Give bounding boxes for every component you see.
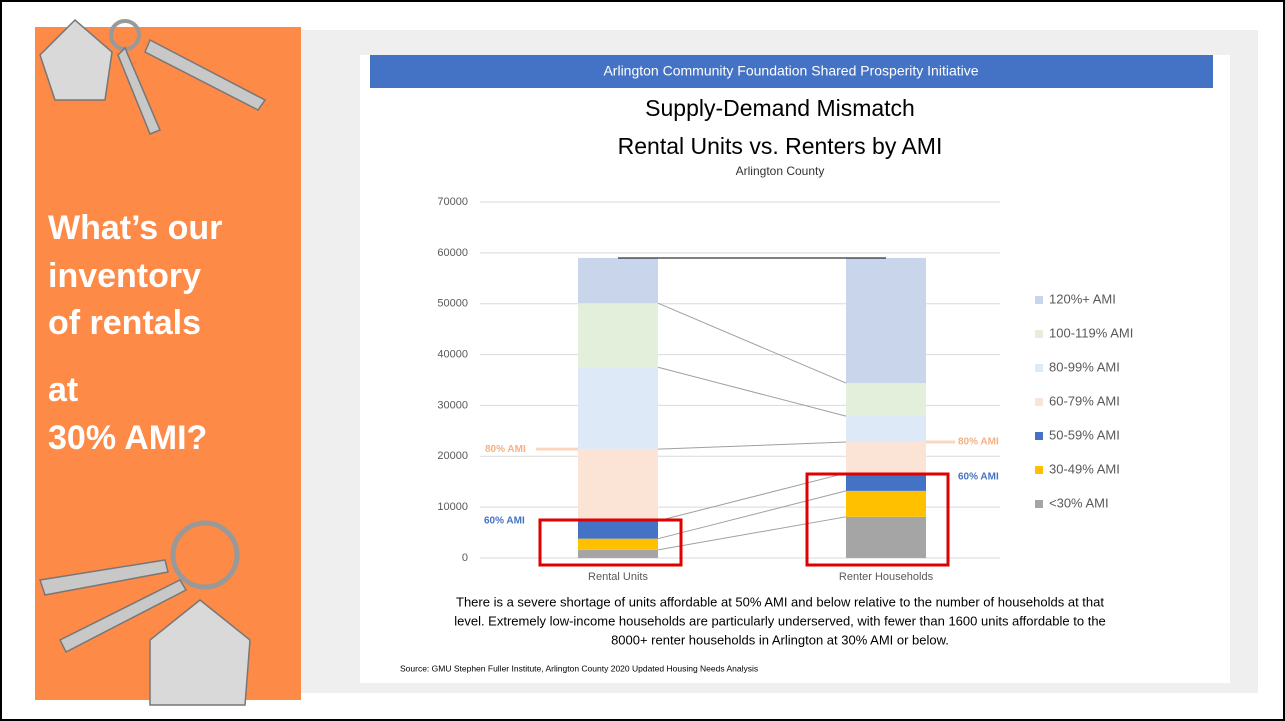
bar-segment bbox=[846, 473, 926, 491]
legend-label: 30-49% AMI bbox=[1049, 461, 1120, 476]
heading-line: 30% AMI? bbox=[48, 419, 207, 457]
legend-label: 100-119% AMI bbox=[1049, 325, 1133, 340]
connector-line bbox=[657, 490, 847, 540]
x-tick-label: Rental Units bbox=[588, 571, 648, 583]
bar-segment bbox=[578, 367, 658, 450]
y-tick-label: 20000 bbox=[437, 450, 468, 462]
legend-swatch bbox=[1035, 500, 1043, 508]
chart-title: Supply-Demand Mismatch bbox=[645, 95, 915, 121]
legend-swatch bbox=[1035, 330, 1043, 338]
bar-segment bbox=[846, 416, 926, 443]
heading-line: at bbox=[48, 371, 78, 409]
annotation: 80% AMI bbox=[485, 444, 526, 455]
bar-segment bbox=[846, 383, 926, 417]
heading-line: What’s our bbox=[48, 209, 222, 247]
heading: What’s our inventory of rentals at 30% AMI? bbox=[48, 209, 222, 457]
legend-swatch bbox=[1035, 466, 1043, 474]
chart-subtitle: Arlington County bbox=[736, 164, 825, 178]
bar-segment bbox=[578, 520, 658, 539]
annotation: 60% AMI bbox=[958, 472, 999, 483]
annotation: 80% AMI bbox=[958, 437, 999, 448]
legend-swatch bbox=[1035, 364, 1043, 372]
connector-line bbox=[657, 302, 847, 384]
chart-slide bbox=[360, 55, 1230, 683]
bar-segment bbox=[578, 538, 658, 550]
highlight-box bbox=[538, 518, 683, 567]
bar-segment bbox=[846, 442, 926, 474]
heading-line: of rentals bbox=[48, 304, 201, 342]
description: There is a severe shortage of units affo… bbox=[456, 594, 1104, 609]
y-tick-label: 30000 bbox=[437, 399, 468, 411]
legend-label: <30% AMI bbox=[1049, 495, 1109, 510]
connector-line bbox=[657, 366, 847, 417]
bar-segment bbox=[578, 449, 658, 521]
bar-segment bbox=[578, 303, 658, 368]
header-bar bbox=[370, 55, 1213, 88]
connector-line bbox=[657, 472, 847, 522]
connector-line bbox=[657, 441, 847, 450]
y-tick-label: 60000 bbox=[437, 247, 468, 259]
keys-top bbox=[39, 18, 267, 135]
connector-line bbox=[657, 516, 847, 551]
bar-segment bbox=[578, 549, 658, 558]
legend-swatch bbox=[1035, 296, 1043, 304]
bar-segment bbox=[846, 516, 926, 558]
heading-line: inventory bbox=[48, 257, 201, 295]
bar-segment bbox=[846, 257, 926, 384]
bar-segment bbox=[846, 490, 926, 517]
x-tick-label: Renter Households bbox=[839, 571, 934, 583]
annotation: 60% AMI bbox=[484, 516, 525, 527]
y-tick-label: 70000 bbox=[437, 196, 468, 208]
chart-title: Rental Units vs. Renters by AMI bbox=[618, 133, 943, 159]
legend-swatch bbox=[1035, 398, 1043, 406]
legend-label: 120%+ AMI bbox=[1049, 291, 1116, 306]
legend-label: 60-79% AMI bbox=[1049, 393, 1120, 408]
header-text: Arlington Community Foundation Shared Pr… bbox=[603, 63, 978, 79]
y-tick-label: 0 bbox=[462, 552, 468, 564]
legend-label: 50-59% AMI bbox=[1049, 427, 1120, 442]
legend-label: 80-99% AMI bbox=[1049, 359, 1120, 374]
legend-swatch bbox=[1035, 432, 1043, 440]
y-tick-label: 50000 bbox=[437, 298, 468, 310]
y-tick-label: 10000 bbox=[437, 501, 468, 513]
bar-segment bbox=[578, 257, 658, 304]
description: level. Extremely low-income households a… bbox=[454, 613, 1106, 628]
highlight-box bbox=[805, 472, 950, 567]
source: Source: GMU Stephen Fuller Institute, Ar… bbox=[400, 663, 758, 673]
keys-bottom bbox=[39, 520, 251, 706]
y-tick-label: 40000 bbox=[437, 348, 468, 360]
description: 8000+ renter households in Arlington at … bbox=[611, 632, 949, 647]
